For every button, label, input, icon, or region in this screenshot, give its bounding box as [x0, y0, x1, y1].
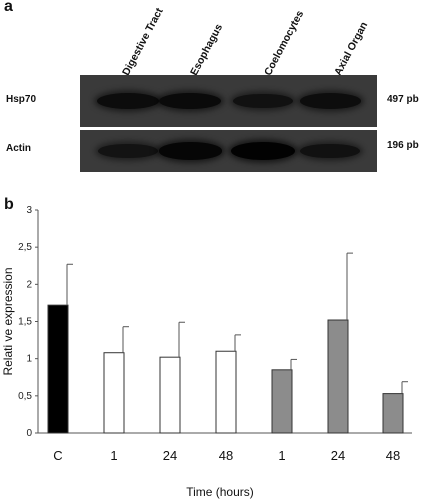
y-axis-title: Relati ve expression — [1, 267, 15, 375]
panel-b-label: b — [4, 196, 14, 213]
lane-label: Coelomocytes — [262, 8, 307, 78]
gel-band — [299, 93, 361, 109]
bar — [103, 352, 125, 434]
gel-band — [98, 143, 158, 159]
x-tick-label: 1 — [278, 448, 285, 463]
gel-band — [159, 92, 221, 110]
bar — [271, 369, 293, 434]
bar-chart: 0 0,5 1 1,5 2 2,5 3 C 1 24 48 1 24 48 Time (hours) Rela… — [1, 205, 412, 499]
x-tick-label: C — [53, 448, 62, 463]
y-tick-label: 0 — [26, 428, 32, 439]
gel-band — [300, 143, 360, 159]
bar — [159, 356, 181, 434]
bar — [47, 304, 69, 434]
bar — [382, 393, 404, 434]
row-label-hsp70: Hsp70 — [6, 94, 37, 105]
row-label-actin: Actin — [6, 143, 31, 154]
x-tick-label: 48 — [219, 448, 233, 463]
gel-actin-row — [80, 130, 377, 172]
bar — [215, 350, 237, 434]
panel-a-label: a — [4, 0, 13, 15]
x-tick-label: 48 — [386, 448, 400, 463]
lane-label: Digestive Tract — [120, 6, 166, 78]
y-tick-label: 1 — [26, 354, 32, 365]
x-tick-label: 1 — [110, 448, 117, 463]
size-label-hsp70: 497 pb — [387, 94, 419, 105]
y-tick-label: 3 — [26, 205, 32, 216]
x-axis-title: Time (hours) — [186, 485, 254, 499]
x-tick-label: 24 — [331, 448, 345, 463]
y-tick-label: 2 — [26, 279, 32, 290]
gel-band — [97, 93, 159, 109]
y-tick-label: 0,5 — [18, 391, 32, 402]
gel-band — [233, 93, 293, 109]
y-tick-label: 2,5 — [18, 242, 32, 253]
lane-label: Axial Organ — [332, 19, 371, 78]
gel-band — [158, 142, 222, 160]
x-tick-label: 24 — [163, 448, 177, 463]
bar — [327, 319, 349, 434]
gel-hsp70-row — [80, 75, 377, 127]
size-label-actin: 196 pb — [387, 140, 419, 151]
gel-band — [231, 142, 295, 160]
y-tick-label: 1,5 — [18, 317, 32, 328]
lane-label: Esophagus — [188, 22, 226, 78]
